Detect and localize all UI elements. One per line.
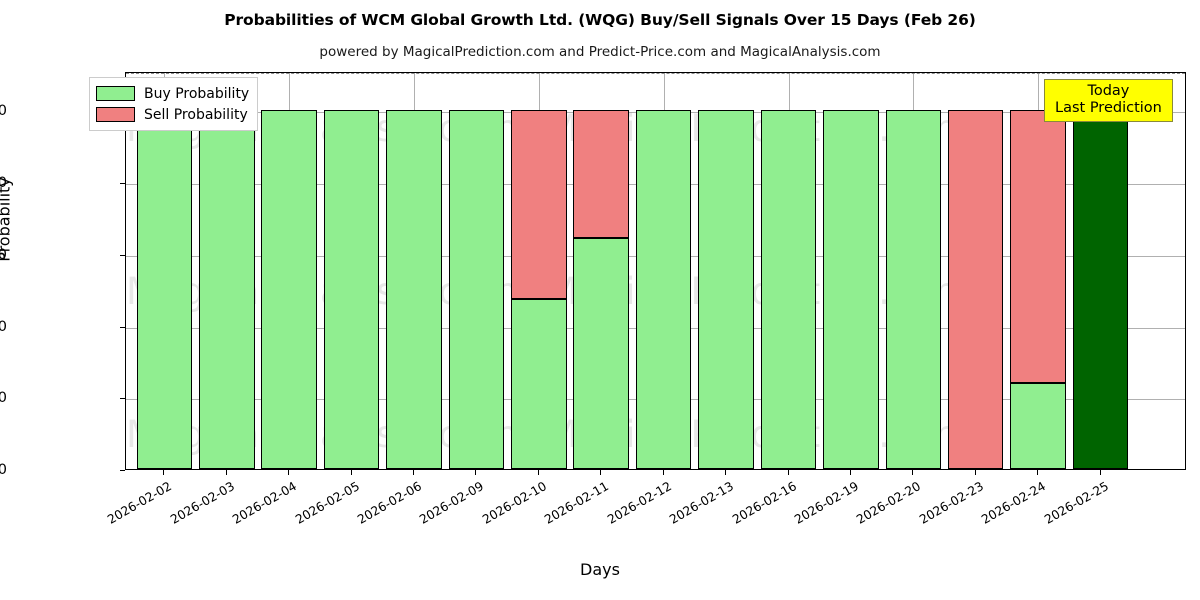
bar-segment-buy[interactable]	[1010, 382, 1066, 469]
x-axis-tick-mark	[1099, 470, 1101, 475]
bar-segment-buy[interactable]	[386, 110, 442, 469]
bar-group[interactable]	[947, 73, 1004, 469]
y-axis-tick-label: 40	[0, 318, 7, 335]
x-axis-tick-mark	[787, 470, 789, 475]
plot-area: MagicalAnalysis.com MagicalPrediction.com…	[125, 72, 1186, 470]
bar-segment-sell[interactable]	[511, 110, 567, 299]
x-axis-tick-mark	[288, 470, 290, 475]
x-axis-tick-mark	[537, 470, 539, 475]
bar-segment-buy[interactable]	[573, 237, 630, 469]
bar-group[interactable]	[386, 73, 442, 469]
y-axis-tick-label: 0	[0, 462, 7, 478]
y-axis-tick-mark	[120, 470, 125, 471]
bar-group[interactable]	[885, 73, 942, 469]
legend-swatch-buy-icon	[96, 86, 135, 101]
x-axis-tick-mark	[1037, 470, 1039, 475]
bar-segment-sell[interactable]	[947, 110, 1004, 469]
y-axis-tick-mark	[120, 254, 125, 256]
bar-segment-buy[interactable]	[885, 110, 942, 469]
legend-label-sell: Sell Probability	[144, 106, 248, 123]
x-axis-tick-mark	[974, 470, 976, 475]
legend-swatch-sell-icon	[96, 107, 135, 122]
x-axis-tick-mark	[662, 470, 664, 475]
bar-segment-buy[interactable]	[261, 110, 317, 469]
bar-segment-sell[interactable]	[573, 110, 630, 238]
y-axis-tick-label: 60	[0, 246, 7, 263]
legend-item-buy[interactable]: Buy Probability	[96, 83, 249, 104]
y-axis-tick-mark	[120, 326, 125, 328]
x-axis-tick-mark	[912, 470, 914, 475]
x-axis-tick-mark	[413, 470, 415, 475]
bar-group[interactable]	[1072, 73, 1129, 469]
bar-group[interactable]	[199, 73, 255, 469]
x-axis-tick-mark	[725, 470, 727, 475]
threshold-dashed-line	[126, 73, 1185, 74]
x-axis-tick-mark	[475, 470, 477, 475]
y-axis-label: Probability	[0, 177, 14, 262]
bar-group[interactable]	[823, 73, 879, 469]
bar-group[interactable]	[573, 73, 630, 469]
bar-group[interactable]	[261, 73, 317, 469]
bar-group[interactable]	[760, 73, 817, 469]
bar-group[interactable]	[448, 73, 505, 469]
bar-group[interactable]	[323, 73, 380, 469]
bar-segment-buy[interactable]	[448, 110, 505, 469]
y-axis-tick-label: 20	[0, 390, 7, 407]
y-axis-tick-label: 100	[0, 103, 7, 120]
bar-segment-buy[interactable]	[136, 110, 193, 469]
bar-group[interactable]	[635, 73, 692, 469]
today-annotation-line1: Today	[1087, 83, 1130, 99]
bar-segment-buy[interactable]	[199, 110, 255, 469]
bar-segment-buy[interactable]	[698, 110, 754, 469]
x-axis-tick-mark	[350, 470, 352, 475]
legend: Buy Probability Sell Probability	[89, 77, 259, 131]
legend-label-buy: Buy Probability	[144, 85, 250, 102]
bar-group[interactable]	[511, 73, 567, 469]
x-axis-tick-mark	[225, 470, 227, 475]
chart-title: Probabilities of WCM Global Growth Ltd. …	[224, 11, 976, 29]
x-axis-tick-mark	[849, 470, 851, 475]
legend-item-sell[interactable]: Sell Probability	[96, 104, 249, 125]
today-annotation-line2: Last Prediction	[1055, 100, 1162, 117]
bar-segment-buy[interactable]	[760, 110, 817, 469]
plot-inner: MagicalAnalysis.com MagicalPrediction.com…	[126, 73, 1185, 469]
y-axis-tick-label: 80	[0, 175, 7, 192]
bar-segment-sell[interactable]	[1010, 110, 1066, 383]
bar-group[interactable]	[1010, 73, 1066, 469]
bar-segment-buy[interactable]	[323, 110, 380, 469]
x-axis-tick-mark	[163, 470, 165, 475]
x-axis-tick-mark	[600, 470, 602, 475]
y-axis-tick-mark	[120, 398, 125, 400]
bar-segment-buy[interactable]	[511, 298, 567, 469]
bar-group[interactable]	[136, 73, 193, 469]
bar-group[interactable]	[698, 73, 754, 469]
bar-segment-buy[interactable]	[823, 110, 879, 469]
bar-segment-buy[interactable]	[635, 110, 692, 469]
y-axis-tick-mark	[120, 183, 125, 185]
x-axis-label: Days	[580, 560, 620, 579]
bar-segment-today[interactable]	[1072, 110, 1129, 469]
today-annotation: Today Last Prediction	[1044, 79, 1173, 123]
chart-subtitle: powered by MagicalPrediction.com and Pre…	[319, 44, 881, 60]
